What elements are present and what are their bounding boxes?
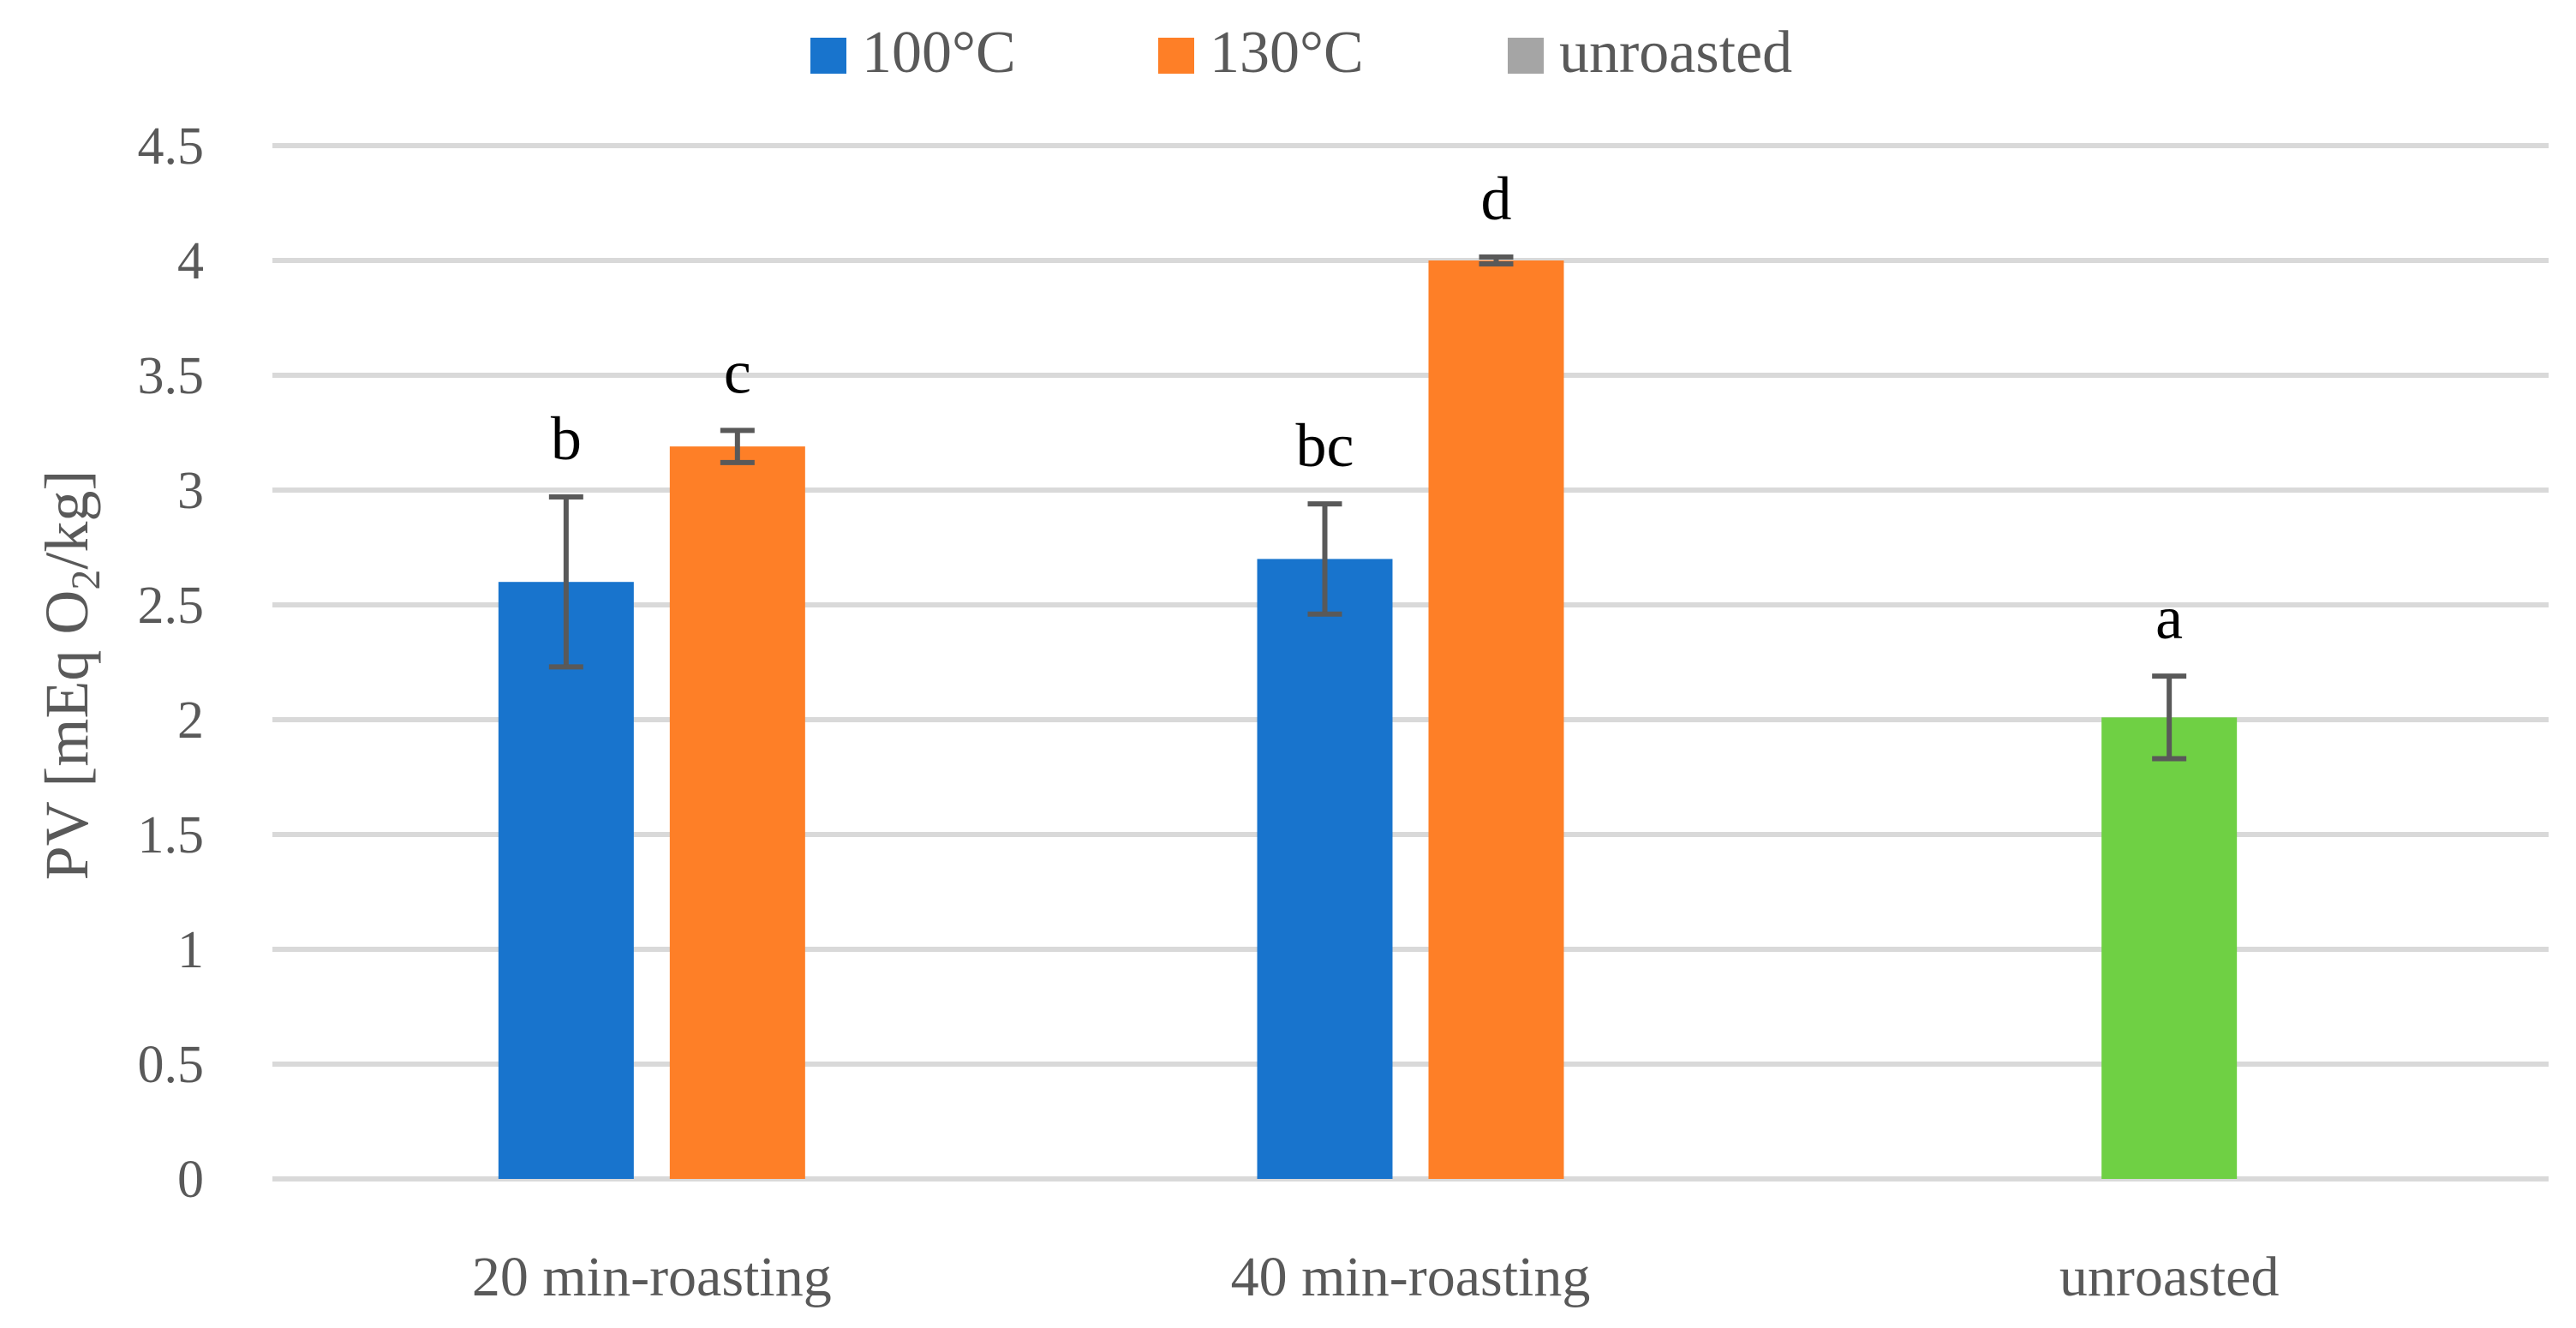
significance-letter: c (724, 338, 751, 406)
bar (1257, 559, 1393, 1179)
bar (669, 446, 805, 1179)
y-axis-title-suffix: /kg] (33, 470, 101, 570)
y-tick-label: 1 (177, 921, 204, 979)
x-category-label: 20 min-roasting (472, 1246, 832, 1308)
y-tick-label: 4.5 (138, 117, 205, 176)
bars (498, 260, 2238, 1179)
significance-letter: b (551, 404, 582, 473)
bar (498, 582, 634, 1179)
y-axis-title-prefix: PV [mEq O (33, 590, 101, 881)
error-bars (548, 254, 2187, 762)
legend-label: unroasted (1559, 20, 1792, 86)
y-axis-title-subscript: 2 (63, 570, 109, 590)
y-tick-label: 0.5 (138, 1036, 205, 1094)
bar (2101, 717, 2238, 1179)
significance-letter: a (2155, 583, 2183, 652)
significance-letter: bc (1296, 411, 1354, 480)
y-tick-label: 2 (177, 691, 204, 750)
legend-label: 100°C (862, 20, 1016, 86)
y-axis-ticks: 0 0.5 1 1.5 2 2.5 3 3.5 4 4.5 (138, 117, 205, 1209)
legend-label: 130°C (1210, 20, 1364, 86)
bar (1428, 260, 1564, 1179)
x-category-label: 40 min-roasting (1231, 1246, 1591, 1308)
y-tick-label: 3.5 (138, 347, 205, 405)
y-tick-label: 3 (177, 462, 204, 520)
gridlines (272, 143, 2549, 1181)
legend-swatch (1158, 38, 1194, 74)
y-axis-title: PV [mEq O2/kg] (33, 470, 109, 881)
y-tick-label: 1.5 (138, 806, 205, 864)
x-axis-categories: 20 min-roasting 40 min-roasting unroasted (472, 1246, 2280, 1308)
legend: 100°C 130°C unroasted (810, 20, 1792, 86)
legend-swatch (810, 38, 846, 74)
significance-letter: d (1481, 165, 1512, 233)
legend-swatch (1508, 38, 1544, 74)
x-category-label: unroasted (2059, 1246, 2280, 1308)
y-tick-label: 4 (177, 232, 204, 290)
y-tick-label: 2.5 (138, 577, 205, 635)
y-tick-label: 0 (177, 1151, 204, 1209)
